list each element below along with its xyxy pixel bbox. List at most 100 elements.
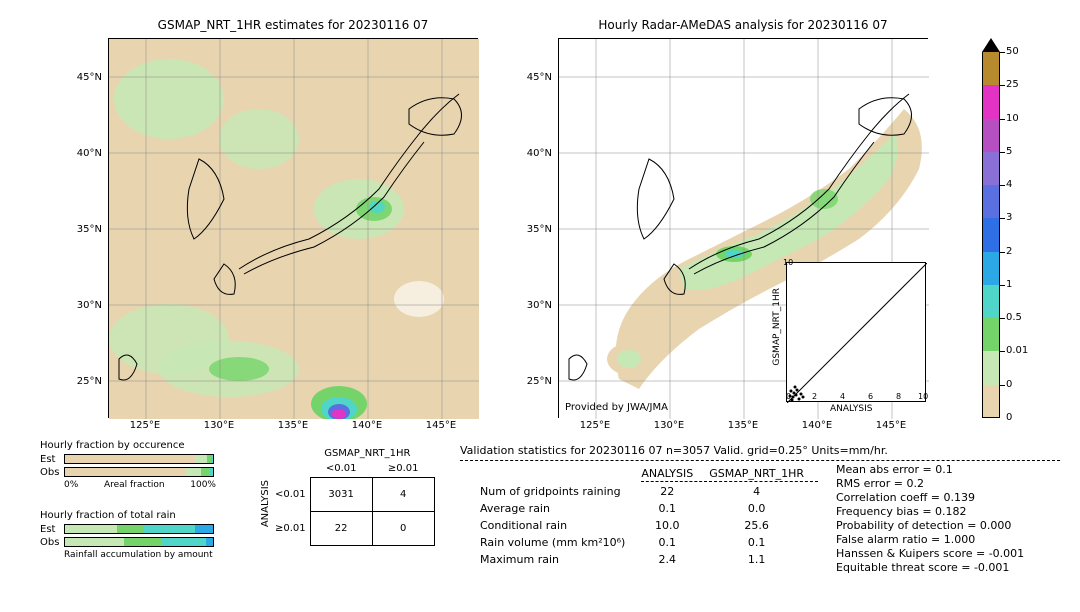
- error-stat-line: Correlation coeff = 0.139: [836, 490, 1024, 504]
- fraction-segment: [65, 525, 117, 533]
- validation-cell: 22: [641, 484, 707, 499]
- error-stat-line: Mean abs error = 0.1: [836, 462, 1024, 476]
- right-ytick: 25°N: [512, 376, 552, 387]
- frac-axis-left: 0%: [64, 480, 78, 490]
- error-stat-line: False alarm ratio = 1.000: [836, 532, 1024, 546]
- error-stat-line: RMS error = 0.2: [836, 476, 1024, 490]
- colorbar-tick-label: 0: [1006, 412, 1012, 423]
- frac-axis-right: 100%: [190, 480, 216, 490]
- validation-table: ANALYSISGSMAP_NRT_1HRNum of gridpoints r…: [478, 464, 820, 569]
- colorbar-segment: [982, 252, 1000, 285]
- validation-cell: 0.1: [641, 501, 707, 516]
- right-xtick: 140°E: [797, 420, 837, 431]
- validation-cell: 0.0: [709, 501, 818, 516]
- scatter-inset: [786, 262, 926, 402]
- colorbar-segment: [982, 318, 1000, 351]
- colorbar-tick-label: 0.01: [1006, 345, 1028, 356]
- right-xtick: 145°E: [871, 420, 911, 431]
- validation-cell: 2.4: [641, 552, 707, 567]
- fraction-segment: [124, 538, 161, 546]
- ctable-row0: <0.01: [275, 477, 310, 511]
- left-ytick: 30°N: [62, 300, 102, 311]
- contingency-table: GSMAP_NRT_1HR ANALYSIS <0.01 ≥0.01 <0.01…: [260, 448, 435, 546]
- right-map-title: Hourly Radar-AMeDAS analysis for 2023011…: [558, 18, 928, 32]
- fraction-row-label: Est: [40, 454, 64, 465]
- fraction-segment: [65, 468, 186, 476]
- right-ytick: 35°N: [512, 224, 552, 235]
- validation-cell: 0.1: [641, 535, 707, 550]
- validation-title: Validation statistics for 20230116 07 n=…: [460, 444, 888, 457]
- left-map-svg: [109, 39, 479, 419]
- ctable-xlabel: GSMAP_NRT_1HR: [300, 448, 435, 459]
- validation-row-label: Rain volume (mm km²10⁶): [480, 535, 639, 550]
- fraction-row-label: Est: [40, 524, 64, 535]
- left-ytick: 25°N: [62, 376, 102, 387]
- fraction-row: Obs: [40, 536, 214, 548]
- error-stats: Mean abs error = 0.1RMS error = 0.2Corre…: [836, 462, 1024, 574]
- colorbar-tick-label: 50: [1006, 46, 1019, 57]
- right-xtick: 125°E: [575, 420, 615, 431]
- fraction-segment: [195, 525, 213, 533]
- scatter-ylabel: GSMAP_NRT_1HR: [772, 288, 782, 366]
- right-ytick: 30°N: [512, 300, 552, 311]
- fraction-bar: [64, 524, 214, 534]
- scatter-xtick: 4: [840, 392, 845, 401]
- figure-root: GSMAP_NRT_1HR estimates for 20230116 07: [0, 0, 1080, 612]
- colorbar-arrow-icon: [982, 38, 1000, 52]
- fraction-segment: [212, 455, 213, 463]
- validation-row-label: Maximum rain: [480, 552, 639, 567]
- scatter-xlabel: ANALYSIS: [830, 404, 872, 414]
- colorbar-segment: [982, 218, 1000, 251]
- validation-cell: 25.6: [709, 518, 818, 533]
- fraction-segment: [65, 455, 195, 463]
- ctable-cell: 4: [372, 477, 434, 511]
- fraction-segment: [210, 468, 213, 476]
- fraction-segment: [186, 468, 201, 476]
- left-xtick: 130°E: [199, 420, 239, 431]
- ctable-row1: ≥0.01: [275, 511, 310, 545]
- scatter-ytick: 10: [783, 258, 793, 267]
- frac-axis-title: Areal fraction: [104, 480, 165, 490]
- left-ytick: 45°N: [62, 72, 102, 83]
- error-stat-line: Frequency bias = 0.182: [836, 504, 1024, 518]
- colorbar-tick-label: 25: [1006, 79, 1019, 90]
- left-map-panel: [108, 38, 478, 418]
- colorbar-segment: [982, 351, 1000, 384]
- right-ytick: 40°N: [512, 148, 552, 159]
- left-xtick: 145°E: [421, 420, 461, 431]
- fraction-segment: [206, 538, 213, 546]
- fraction-total-footer: Rainfall accumulation by amount: [64, 550, 214, 560]
- left-map-title: GSMAP_NRT_1HR estimates for 20230116 07: [108, 18, 478, 32]
- validation-cell: 1.1: [709, 552, 818, 567]
- colorbar-tick-label: 1: [1006, 279, 1012, 290]
- colorbar-tick-label: 10: [1006, 113, 1019, 124]
- scatter-xtick: 10: [918, 392, 928, 401]
- ctable-col1: ≥0.01: [372, 461, 434, 477]
- validation-row-label: Average rain: [480, 501, 639, 516]
- right-xtick: 130°E: [649, 420, 689, 431]
- colorbar-tick-label: 2: [1006, 246, 1012, 257]
- ctable-col0: <0.01: [310, 461, 372, 477]
- fraction-row-label: Obs: [40, 537, 64, 548]
- left-xtick: 140°E: [347, 420, 387, 431]
- colorbar-segment: [982, 52, 1000, 85]
- right-ytick: 45°N: [512, 72, 552, 83]
- fraction-occurrence-title: Hourly fraction by occurence: [40, 440, 216, 451]
- validation-cell: 10.0: [641, 518, 707, 533]
- fraction-segment: [65, 538, 124, 546]
- ctable-cell: 0: [372, 511, 434, 545]
- left-ytick: 40°N: [62, 148, 102, 159]
- error-stat-line: Equitable threat score = -0.001: [836, 560, 1024, 574]
- fraction-segment: [117, 525, 144, 533]
- ctable-cell: 3031: [310, 477, 372, 511]
- colorbar-tick-label: 0: [1006, 379, 1012, 390]
- fraction-row: Obs: [40, 466, 216, 478]
- fraction-bar: [64, 537, 214, 547]
- validation-header: [480, 466, 639, 482]
- colorbar-segment: [982, 185, 1000, 218]
- colorbar: 502510543210.50.0100: [982, 38, 1000, 418]
- error-stat-line: Probability of detection = 0.000: [836, 518, 1024, 532]
- fraction-segment: [201, 468, 210, 476]
- colorbar-segment: [982, 152, 1000, 185]
- validation-row-label: Conditional rain: [480, 518, 639, 533]
